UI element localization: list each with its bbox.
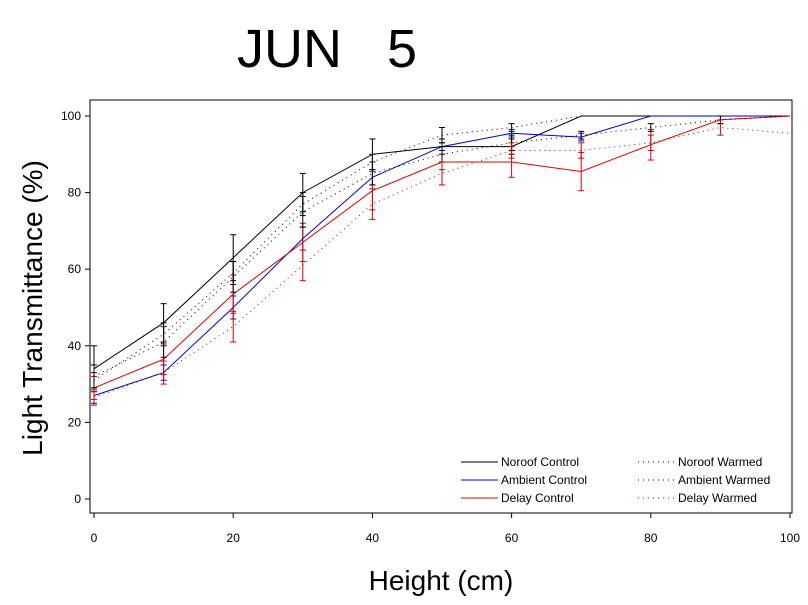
legend-item: Noroof Warmed: [638, 455, 762, 469]
x-tick-label: 80: [644, 531, 658, 545]
legend-item: Noroof Control: [461, 455, 579, 469]
x-axis: 0 20 40 60 80 100: [91, 513, 800, 545]
legend-label: Ambient Control: [501, 473, 587, 487]
y-axis: 0 20 40 60 80 100: [61, 109, 90, 506]
error-bar: [230, 310, 237, 343]
x-axis-title: Height (cm): [369, 565, 514, 596]
error-bar: [91, 372, 97, 389]
legend-label: Delay Warmed: [678, 491, 757, 505]
series-0: [91, 115, 790, 393]
y-tick-label: 60: [68, 262, 82, 276]
x-tick-label: 0: [91, 531, 98, 545]
legend-label: Delay Control: [501, 491, 574, 505]
error-bar: [369, 188, 376, 220]
error-bar: [369, 153, 376, 171]
error-bar: [578, 142, 585, 159]
y-axis-title: Light Transmittance (%): [17, 160, 48, 456]
legend-label: Ambient Warmed: [678, 473, 770, 487]
x-tick-label: 40: [366, 531, 380, 545]
x-tick-label: 100: [780, 531, 800, 545]
legend-item: Delay Control: [461, 491, 574, 505]
error-bar: [439, 161, 445, 186]
error-bar: [717, 119, 724, 136]
error-bar: [91, 389, 97, 406]
error-bar: [299, 249, 306, 282]
error-bar: [578, 130, 585, 140]
legend-label: Noroof Warmed: [678, 455, 762, 469]
error-bar: [299, 192, 306, 217]
legend: Noroof Control Ambient Control Delay Contr…: [461, 455, 770, 505]
error-bar: [439, 126, 445, 144]
error-bar: [508, 123, 515, 132]
series-2: [91, 115, 791, 400]
y-tick-label: 20: [68, 415, 82, 429]
series-layer: [91, 115, 791, 406]
legend-item: Ambient Warmed: [638, 473, 770, 487]
error-bar: [508, 142, 515, 159]
plot-frame: [89, 99, 793, 514]
error-bar: [647, 123, 654, 132]
series-line: [93, 126, 791, 398]
legend-label: Noroof Control: [501, 455, 579, 469]
series-4: [91, 115, 790, 389]
legend-item: Delay Warmed: [638, 491, 757, 505]
x-tick-label: 60: [505, 531, 519, 545]
series-1: [91, 115, 790, 404]
error-bar: [160, 360, 167, 385]
y-tick-label: 100: [61, 109, 81, 123]
legend-item: Ambient Control: [461, 473, 587, 487]
x-tick-label: 20: [227, 531, 241, 545]
y-tick-label: 80: [68, 186, 82, 200]
series-5: [91, 119, 791, 406]
series-3: [91, 115, 791, 389]
chart-title: JUN 5: [237, 19, 417, 79]
y-tick-label: 0: [74, 492, 81, 506]
y-tick-label: 40: [68, 339, 82, 353]
error-bar: [230, 261, 237, 286]
error-bar: [647, 134, 654, 151]
error-bar: [160, 322, 167, 347]
